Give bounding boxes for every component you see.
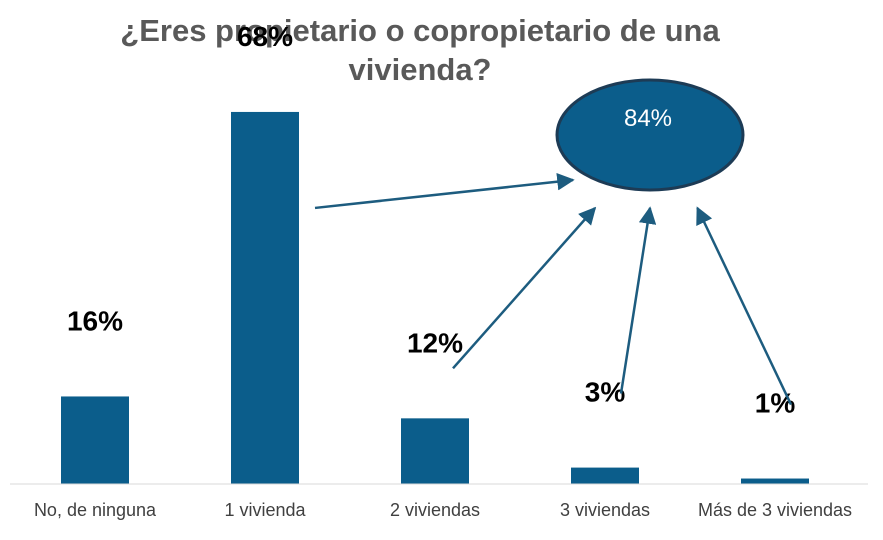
x-tick-label-2: 2 viviendas xyxy=(390,500,480,520)
x-tick-label-1: 1 vivienda xyxy=(224,500,306,520)
data-label-2: 12% xyxy=(407,327,463,358)
data-label-1: 68% xyxy=(237,21,293,52)
x-tick-label-3: 3 viviendas xyxy=(560,500,650,520)
annotation-arrow-4 xyxy=(696,206,793,406)
data-label-0: 16% xyxy=(67,305,123,336)
annotation-arrows xyxy=(314,172,793,406)
annotation-arrow-3 xyxy=(619,206,657,394)
bar-2 xyxy=(401,418,469,484)
annotation-label: 84% xyxy=(624,105,672,132)
chart-title-line-2: vivienda? xyxy=(349,52,492,87)
x-axis-tick-labels: No, de ninguna 1 vivienda 2 viviendas 3 viv… xyxy=(34,500,852,520)
bar-0 xyxy=(61,396,129,484)
data-labels-group: 16% 68% 12% 3% 1% xyxy=(67,21,795,419)
data-label-4: 1% xyxy=(755,388,796,419)
x-tick-label-0: No, de ninguna xyxy=(34,500,157,520)
bar-1 xyxy=(231,111,299,484)
bars-group xyxy=(61,111,809,484)
annotation-arrow-2 xyxy=(452,206,597,370)
chart-title-line-1: ¿Eres propietario o copropietario de una xyxy=(120,13,720,48)
bar-4 xyxy=(741,478,809,484)
data-label-3: 3% xyxy=(585,377,626,408)
annotation-arrow-1 xyxy=(314,172,575,210)
bar-3 xyxy=(571,467,639,484)
annotation-ellipse xyxy=(555,78,745,192)
x-tick-label-4: Más de 3 viviendas xyxy=(698,500,852,520)
